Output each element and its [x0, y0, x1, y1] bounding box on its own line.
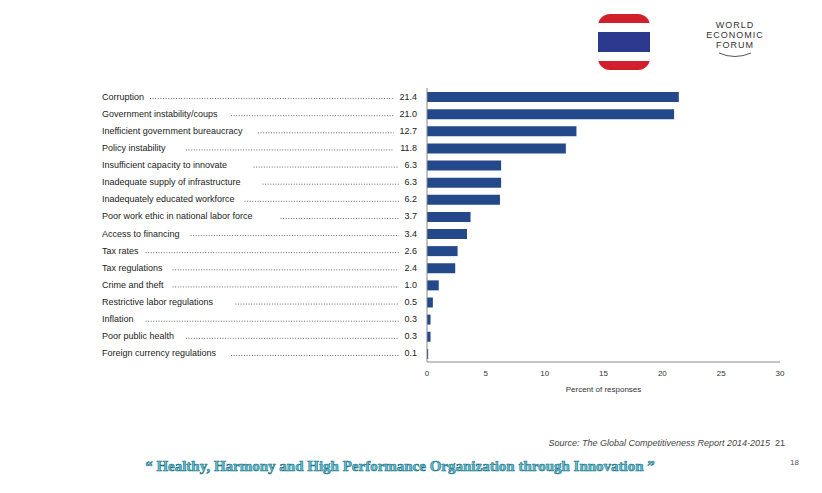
svg-text:Tax rates: Tax rates — [102, 246, 139, 256]
svg-text:Poor work ethic in national la: Poor work ethic in national labor force — [102, 211, 253, 221]
svg-text:11.8: 11.8 — [400, 143, 417, 153]
svg-text:12.7: 12.7 — [399, 126, 417, 136]
svg-text:2.4: 2.4 — [404, 263, 417, 273]
svg-text:Restrictive labor regulations: Restrictive labor regulations — [102, 297, 214, 307]
html-text:18: 18 — [790, 458, 799, 467]
svg-text:2.6: 2.6 — [404, 246, 417, 256]
svg-text:0.1: 0.1 — [404, 348, 417, 358]
svg-text:Corruption: Corruption — [102, 92, 144, 102]
svg-text:3.7: 3.7 — [404, 211, 417, 221]
svg-text:Policy instability: Policy instability — [102, 143, 166, 153]
svg-text:Inefficient government bureauc: Inefficient government bureaucracy — [102, 126, 243, 136]
html-text:WORLD: WORLD — [715, 20, 755, 30]
svg-text:30: 30 — [776, 369, 785, 378]
svg-text:Tax regulations: Tax regulations — [102, 263, 163, 273]
svg-text:20: 20 — [658, 369, 667, 378]
svg-text:3.4: 3.4 — [404, 229, 417, 239]
svg-text:Foreign currency regulations: Foreign currency regulations — [102, 348, 217, 358]
html-text:21: 21 — [775, 438, 785, 448]
svg-text:25: 25 — [717, 369, 726, 378]
svg-text:Percent of responses: Percent of responses — [566, 385, 642, 394]
svg-text:21.4: 21.4 — [399, 92, 417, 102]
svg-text:0.3: 0.3 — [404, 331, 417, 341]
svg-text:Access to financing: Access to financing — [102, 229, 180, 239]
html-text:ECONOMIC: ECONOMIC — [706, 30, 764, 40]
svg-text:Poor public health: Poor public health — [102, 331, 174, 341]
svg-text:5: 5 — [484, 369, 489, 378]
svg-text:6.3: 6.3 — [404, 177, 417, 187]
svg-text:Insufficient capacity to innov: Insufficient capacity to innovate — [102, 160, 227, 170]
svg-text:1.0: 1.0 — [404, 280, 417, 290]
html-text:“ Healthy, Harmony and High Pe: “ Healthy, Harmony and High Performance … — [145, 458, 655, 474]
svg-text:Inflation: Inflation — [102, 314, 134, 324]
svg-text:15: 15 — [599, 369, 608, 378]
svg-text:Crime and theft: Crime and theft — [102, 280, 164, 290]
svg-text:0.5: 0.5 — [404, 297, 417, 307]
svg-text:Inadequate supply of infrastru: Inadequate supply of infrastructure — [102, 177, 241, 187]
svg-text:Inadequately educated workforc: Inadequately educated workforce — [102, 194, 235, 204]
svg-text:0: 0 — [425, 369, 430, 378]
svg-text:21.0: 21.0 — [399, 109, 417, 119]
svg-text:10: 10 — [540, 369, 549, 378]
svg-text:6.3: 6.3 — [404, 160, 417, 170]
html-text:FORUM: FORUM — [716, 40, 754, 50]
html-text:Source: The Global Competitive: Source: The Global Competitiveness Repor… — [548, 438, 770, 448]
svg-text:Government instability/coups: Government instability/coups — [102, 109, 218, 119]
svg-text:0.3: 0.3 — [404, 314, 417, 324]
svg-text:6.2: 6.2 — [404, 194, 417, 204]
